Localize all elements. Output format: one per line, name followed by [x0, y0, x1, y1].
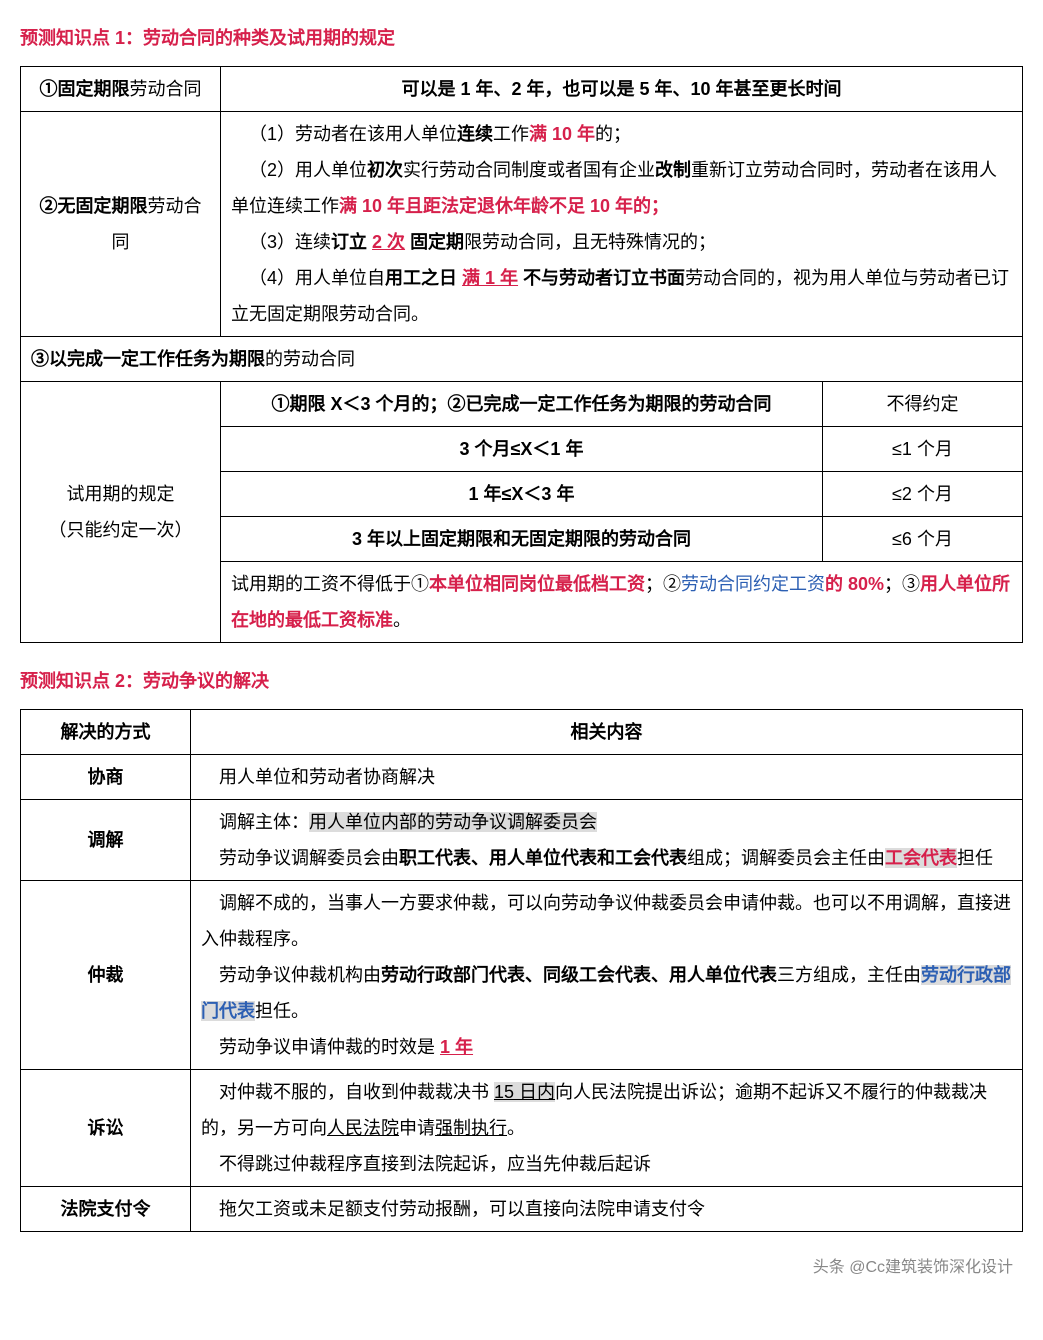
cell-mediate-label: 调解 — [21, 800, 191, 881]
cell-fixed-term-label: ①固定期限劳动合同 — [21, 67, 221, 112]
cell-mediate-content: 调解主体：用人单位内部的劳动争议调解委员会 劳动争议调解委员会由职工代表、用人单… — [191, 800, 1023, 881]
table-row: ①固定期限劳动合同 可以是 1 年、2 年，也可以是 5 年、10 年甚至更长时… — [21, 67, 1023, 112]
cell-trial-period-label: 试用期的规定 （只能约定一次） — [21, 382, 221, 643]
cell-trial-r4-c2: ≤6 个月 — [823, 517, 1023, 562]
table-row: 调解 调解主体：用人单位内部的劳动争议调解委员会 劳动争议调解委员会由职工代表、… — [21, 800, 1023, 881]
cell-task-based-label: ③以完成一定工作任务为期限的劳动合同 — [21, 337, 1023, 382]
cell-arbitrate-content: 调解不成的，当事人一方要求仲裁，可以向劳动争议仲裁委员会申请仲裁。也可以不用调解… — [191, 881, 1023, 1070]
cell-trial-r2-c1: 3 个月≤X＜1 年 — [221, 427, 823, 472]
cell-litigate-content: 对仲裁不服的，自收到仲裁裁决书 15 日内向人民法院提出诉讼；逾期不起诉又不履行… — [191, 1070, 1023, 1187]
cell-trial-r4-c1: 3 年以上固定期限和无固定期限的劳动合同 — [221, 517, 823, 562]
table-row: 试用期的规定 （只能约定一次） ①期限 X＜3 个月的；②已完成一定工作任务为期… — [21, 382, 1023, 427]
cell-trial-r2-c2: ≤1 个月 — [823, 427, 1023, 472]
table-contract-types: ①固定期限劳动合同 可以是 1 年、2 年，也可以是 5 年、10 年甚至更长时… — [20, 66, 1023, 643]
header-method: 解决的方式 — [21, 710, 191, 755]
watermark: 头条 @Cc建筑装饰深化设计 — [813, 1252, 1013, 1284]
section1-title: 预测知识点 1：劳动合同的种类及试用期的规定 — [20, 20, 1023, 56]
table-row: 解决的方式 相关内容 — [21, 710, 1023, 755]
section2-title: 预测知识点 2：劳动争议的解决 — [20, 663, 1023, 699]
cell-payment-order-label: 法院支付令 — [21, 1187, 191, 1232]
cell-negotiate-label: 协商 — [21, 755, 191, 800]
table-dispute-resolution: 解决的方式 相关内容 协商 用人单位和劳动者协商解决 调解 调解主体：用人单位内… — [20, 709, 1023, 1232]
cell-negotiate-content: 用人单位和劳动者协商解决 — [191, 755, 1023, 800]
cell-trial-r3-c1: 1 年≤X＜3 年 — [221, 472, 823, 517]
cell-arbitrate-label: 仲裁 — [21, 881, 191, 1070]
cell-payment-order-content: 拖欠工资或未足额支付劳动报酬，可以直接向法院申请支付令 — [191, 1187, 1023, 1232]
cell-no-fixed-term-label: ②无固定期限劳动合同 — [21, 112, 221, 337]
table-row: 法院支付令 拖欠工资或未足额支付劳动报酬，可以直接向法院申请支付令 — [21, 1187, 1023, 1232]
cell-trial-r1-c1: ①期限 X＜3 个月的；②已完成一定工作任务为期限的劳动合同 — [221, 382, 823, 427]
table-row: 诉讼 对仲裁不服的，自收到仲裁裁决书 15 日内向人民法院提出诉讼；逾期不起诉又… — [21, 1070, 1023, 1187]
cell-no-fixed-term-content: （1）劳动者在该用人单位连续工作满 10 年的； （2）用人单位初次实行劳动合同… — [221, 112, 1023, 337]
table-row: ②无固定期限劳动合同 （1）劳动者在该用人单位连续工作满 10 年的； （2）用… — [21, 112, 1023, 337]
cell-fixed-term-content: 可以是 1 年、2 年，也可以是 5 年、10 年甚至更长时间 — [221, 67, 1023, 112]
cell-trial-wage: 试用期的工资不得低于①本单位相同岗位最低档工资；②劳动合同约定工资的 80%；③… — [221, 562, 1023, 643]
table-row: 仲裁 调解不成的，当事人一方要求仲裁，可以向劳动争议仲裁委员会申请仲裁。也可以不… — [21, 881, 1023, 1070]
table-row: ③以完成一定工作任务为期限的劳动合同 — [21, 337, 1023, 382]
table-row: 协商 用人单位和劳动者协商解决 — [21, 755, 1023, 800]
cell-trial-r3-c2: ≤2 个月 — [823, 472, 1023, 517]
cell-trial-r1-c2: 不得约定 — [823, 382, 1023, 427]
cell-litigate-label: 诉讼 — [21, 1070, 191, 1187]
header-content: 相关内容 — [191, 710, 1023, 755]
